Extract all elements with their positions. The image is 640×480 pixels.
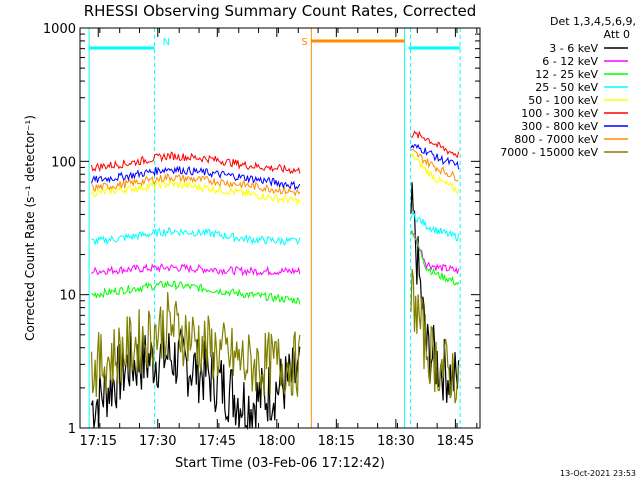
axes: 1 10 100 1000 17:15 17:30 17:45 18:00 18:15 18:30… bbox=[43, 22, 481, 449]
legend-label-0: 3 - 6 keV bbox=[549, 42, 598, 55]
x-tick-label: 17:15 bbox=[80, 434, 117, 449]
x-tick-label: 18:00 bbox=[258, 434, 295, 449]
x-tick-label: 18:45 bbox=[437, 434, 474, 449]
y-axis-label: Corrected Count Rate (s⁻¹ detector⁻¹) bbox=[23, 115, 37, 341]
x-tick-label: 18:30 bbox=[377, 434, 414, 449]
series-line-8 bbox=[90, 269, 460, 404]
flag-label-S: S bbox=[301, 37, 307, 48]
series-line-4 bbox=[91, 152, 460, 206]
legend-label-4: 50 - 100 keV bbox=[528, 94, 598, 107]
footer-timestamp: 13-Oct-2021 23:53 bbox=[560, 469, 636, 478]
y-tick-label: 1000 bbox=[43, 22, 76, 37]
legend-label-1: 6 - 12 keV bbox=[542, 55, 598, 68]
y-tick-label: 10 bbox=[59, 289, 76, 304]
legend-label-6: 300 - 800 keV bbox=[521, 120, 598, 133]
series-line-0 bbox=[90, 182, 460, 431]
x-axis-label: Start Time (03-Feb-06 17:12:42) bbox=[175, 456, 385, 471]
x-tick-label: 18:15 bbox=[318, 434, 355, 449]
legend-label-2: 12 - 25 keV bbox=[535, 68, 598, 81]
chart-title: RHESSI Observing Summary Count Rates, Co… bbox=[84, 2, 477, 20]
legend-header-line-1: Det 1,3,4,5,6,9, bbox=[550, 15, 636, 28]
x-tick-label: 17:45 bbox=[199, 434, 236, 449]
legend-label-5: 100 - 300 keV bbox=[521, 107, 598, 120]
legend-label-7: 800 - 7000 keV bbox=[514, 133, 598, 146]
series-line-7 bbox=[91, 148, 459, 197]
series-line-2 bbox=[91, 230, 460, 305]
legend-label-8: 7000 - 15000 keV bbox=[500, 146, 598, 159]
legend-label-3: 25 - 50 keV bbox=[535, 81, 598, 94]
flag-label-N: N bbox=[163, 37, 170, 48]
series-line-6 bbox=[91, 143, 460, 191]
series-line-3 bbox=[91, 210, 460, 246]
y-tick-label: 1 bbox=[68, 422, 76, 437]
y-tick-label: 100 bbox=[51, 155, 76, 170]
legend-header-line-2: Att 0 bbox=[604, 28, 630, 41]
series-line-1 bbox=[91, 231, 460, 277]
series-line-5 bbox=[91, 130, 460, 175]
axes-frame bbox=[79, 27, 481, 429]
x-tick-label: 17:30 bbox=[139, 434, 176, 449]
